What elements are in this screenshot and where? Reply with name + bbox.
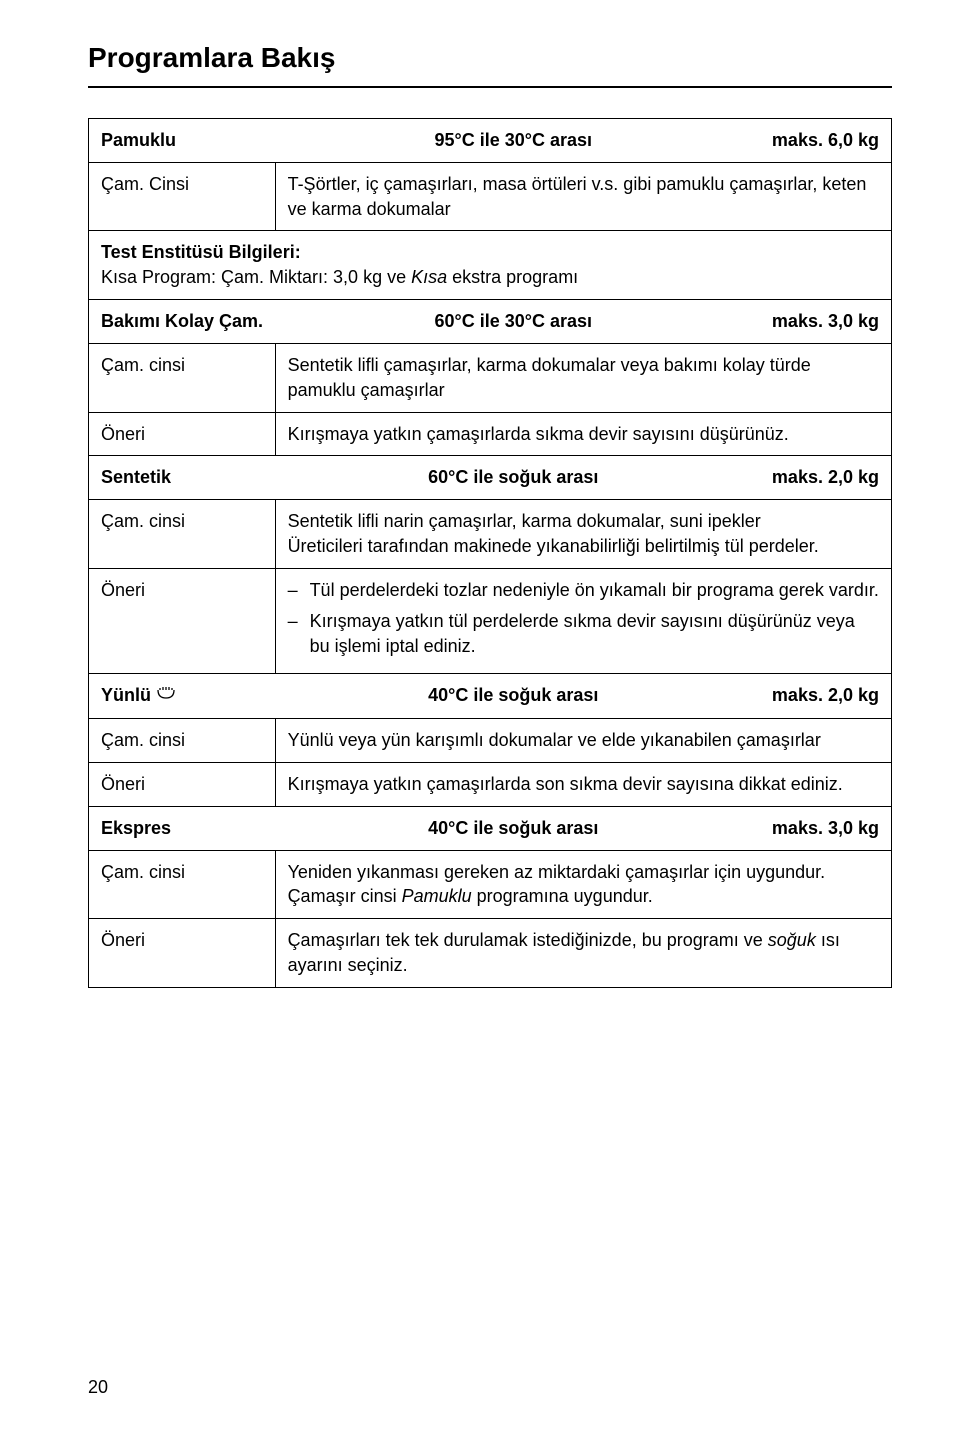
row-label: Çam. cinsi <box>89 343 276 412</box>
table-row: Öneri Kırışmaya yatkın çamaşırlarda sıkm… <box>89 412 892 456</box>
program-weight: maks. 2,0 kg <box>752 456 892 500</box>
row-text: Çamaşırları tek tek durulamak istediğini… <box>275 919 891 988</box>
program-name: Ekspres <box>89 806 276 850</box>
program-header-row: Bakımı Kolay Çam. 60°C ile 30°C arası ma… <box>89 300 892 344</box>
row-label: Çam. cinsi <box>89 719 276 763</box>
row-text: Yeniden yıkanması gereken az miktardaki … <box>275 850 891 919</box>
oneri-item2: Kırışmaya yatkın tül perdelerde sıkma de… <box>310 609 879 659</box>
table-row: Öneri Kırışmaya yatkın çamaşırlarda son … <box>89 762 892 806</box>
row-label: Öneri <box>89 568 276 673</box>
table-row: Çam. cinsi Yeniden yıkanması gereken az … <box>89 850 892 919</box>
program-temp: 95°C ile 30°C arası <box>275 119 751 163</box>
program-temp: 60°C ile 30°C arası <box>275 300 751 344</box>
row-label: Öneri <box>89 412 276 456</box>
row-label: Öneri <box>89 762 276 806</box>
row-text: T-Şörtler, iç çamaşırları, masa örtüleri… <box>275 162 891 231</box>
test-line-suffix: ekstra programı <box>447 267 578 287</box>
program-name: Bakımı Kolay Çam. <box>89 300 276 344</box>
program-temp: 60°C ile soğuk arası <box>275 456 751 500</box>
program-table: Pamuklu 95°C ile 30°C arası maks. 6,0 kg… <box>88 118 892 988</box>
program-temp: 40°C ile soğuk arası <box>275 806 751 850</box>
sentetik-cinsi-line2: Üreticileri tarafından makinede yıkanabi… <box>288 536 819 556</box>
table-row: Çam. cinsi Sentetik lifli narin çamaşırl… <box>89 500 892 569</box>
ekspres-cinsi-line2-italic: Pamuklu <box>402 886 472 906</box>
row-text: Yünlü veya yün karışımlı dokumalar ve el… <box>275 719 891 763</box>
page-number: 20 <box>88 1377 108 1398</box>
sentetik-cinsi-line1: Sentetik lifli narin çamaşırlar, karma d… <box>288 511 761 531</box>
list-item: – Tül perdelerdeki tozlar nedeniyle ön y… <box>288 578 879 609</box>
ekspres-cinsi-line2-suffix: programına uygundur. <box>472 886 653 906</box>
test-header: Test Enstitüsü Bilgileri: <box>101 242 301 262</box>
dash-icon: – <box>288 609 310 659</box>
ekspres-oneri-prefix: Çamaşırları tek tek durulamak istediğini… <box>288 930 768 950</box>
program-weight: maks. 6,0 kg <box>752 119 892 163</box>
yunlu-name-text: Yünlü <box>101 685 156 705</box>
program-header-row: Sentetik 60°C ile soğuk arası maks. 2,0 … <box>89 456 892 500</box>
program-header-row: Yünlü 40°C ile soğuk arası maks. 2,0 kg <box>89 674 892 719</box>
program-weight: maks. 3,0 kg <box>752 300 892 344</box>
table-row: Öneri – Tül perdelerdeki tozlar nedeniyl… <box>89 568 892 673</box>
table-row: Çam. cinsi Yünlü veya yün karışımlı doku… <box>89 719 892 763</box>
dash-icon: – <box>288 578 310 603</box>
ekspres-cinsi-line1: Yeniden yıkanması gereken az miktardaki … <box>288 862 826 882</box>
program-weight: maks. 2,0 kg <box>752 674 892 719</box>
program-name: Yünlü <box>89 674 276 719</box>
row-label: Çam. cinsi <box>89 850 276 919</box>
row-text: – Tül perdelerdeki tozlar nedeniyle ön y… <box>275 568 891 673</box>
ekspres-cinsi-line2-prefix: Çamaşır cinsi <box>288 886 402 906</box>
table-row: Test Enstitüsü Bilgileri: Kısa Program: … <box>89 231 892 300</box>
program-name: Pamuklu <box>89 119 276 163</box>
table-row: Öneri Çamaşırları tek tek durulamak iste… <box>89 919 892 988</box>
program-weight: maks. 3,0 kg <box>752 806 892 850</box>
page-title: Programlara Bakış <box>88 42 892 88</box>
row-label: Çam. cinsi <box>89 500 276 569</box>
list-item: – Kırışmaya yatkın tül perdelerde sıkma … <box>288 609 879 665</box>
program-header-row: Pamuklu 95°C ile 30°C arası maks. 6,0 kg <box>89 119 892 163</box>
program-name: Sentetik <box>89 456 276 500</box>
test-line-italic: Kısa <box>411 267 447 287</box>
row-text: Sentetik lifli çamaşırlar, karma dokumal… <box>275 343 891 412</box>
table-row: Çam. Cinsi T-Şörtler, iç çamaşırları, ma… <box>89 162 892 231</box>
row-label: Öneri <box>89 919 276 988</box>
row-label: Çam. Cinsi <box>89 162 276 231</box>
table-row: Çam. cinsi Sentetik lifli çamaşırlar, ka… <box>89 343 892 412</box>
test-line-prefix: Kısa Program: Çam. Miktarı: 3,0 kg ve <box>101 267 411 287</box>
ekspres-oneri-italic: soğuk <box>768 930 816 950</box>
row-text: Kırışmaya yatkın çamaşırlarda son sıkma … <box>275 762 891 806</box>
handwash-icon <box>156 684 176 709</box>
test-info: Test Enstitüsü Bilgileri: Kısa Program: … <box>89 231 892 300</box>
row-text: Sentetik lifli narin çamaşırlar, karma d… <box>275 500 891 569</box>
program-temp: 40°C ile soğuk arası <box>275 674 751 719</box>
row-text: Kırışmaya yatkın çamaşırlarda sıkma devi… <box>275 412 891 456</box>
program-header-row: Ekspres 40°C ile soğuk arası maks. 3,0 k… <box>89 806 892 850</box>
oneri-item1: Tül perdelerdeki tozlar nedeniyle ön yık… <box>310 578 879 603</box>
